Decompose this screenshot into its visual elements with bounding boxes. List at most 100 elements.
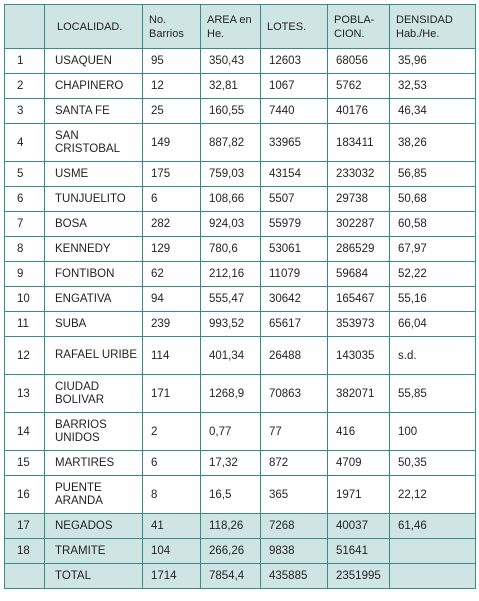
cell-barrios: 8	[142, 475, 201, 514]
cell-index	[4, 563, 45, 589]
cell-lotes: 30642	[260, 286, 328, 312]
cell-barrios: 104	[142, 538, 201, 564]
cell-index: 9	[4, 261, 45, 287]
cell-localidad: TUNJUELITO	[44, 186, 143, 212]
cell-localidad: USME	[44, 161, 143, 187]
cell-localidad: KENNEDY	[44, 236, 143, 262]
cell-barrios: 1714	[142, 563, 201, 589]
cell-area: 16,5	[200, 475, 261, 514]
cell-lotes: 7440	[260, 98, 328, 124]
cell-area: 780,6	[200, 236, 261, 262]
table-row: 9 FONTIBON 62 212,16 11079 59684 52,22	[4, 261, 476, 287]
cell-area: 17,32	[200, 450, 261, 476]
cell-barrios: 94	[142, 286, 201, 312]
cell-poblacion: 4709	[327, 450, 390, 476]
cell-localidad: NEGADOS	[44, 513, 143, 539]
cell-lotes: 11079	[260, 261, 328, 287]
cell-densidad: 38,26	[389, 123, 476, 162]
cell-densidad: 55,85	[389, 374, 476, 413]
cell-densidad: 52,22	[389, 261, 476, 287]
cell-index: 3	[4, 98, 45, 124]
cell-area: 1268,9	[200, 374, 261, 413]
cell-lotes: 77	[260, 412, 328, 451]
cell-area: 160,55	[200, 98, 261, 124]
cell-area: 350,43	[200, 48, 261, 74]
cell-densidad	[389, 538, 476, 564]
cell-lotes: 7268	[260, 513, 328, 539]
table-row: 18 TRAMITE 104 266,26 9838 51641	[4, 538, 476, 564]
cell-localidad: CHAPINERO	[44, 73, 143, 99]
table-body: 1 USAQUEN 95 350,43 12603 68056 35,96 2 CHAPINER…	[4, 48, 476, 589]
cell-index: 12	[4, 336, 45, 375]
table-row: 12 RAFAEL URIBE 114 401,34 26488 143035 s.d.	[4, 336, 476, 375]
cell-barrios: 6	[142, 450, 201, 476]
cell-densidad: 50,68	[389, 186, 476, 212]
cell-densidad: 32,53	[389, 73, 476, 99]
cell-localidad: ENGATIVA	[44, 286, 143, 312]
cell-densidad: s.d.	[389, 336, 476, 375]
header-densidad: DENSIDAD Hab./He.	[389, 4, 476, 49]
cell-lotes: 365	[260, 475, 328, 514]
table-row: 11 SUBA 239 993,52 65617 353973 66,04	[4, 311, 476, 337]
cell-index: 5	[4, 161, 45, 187]
table-row: TOTAL 1714 7854,4 435885 2351995	[4, 563, 476, 589]
cell-area: 7854,4	[200, 563, 261, 589]
cell-index: 17	[4, 513, 45, 539]
cell-area: 32,81	[200, 73, 261, 99]
cell-barrios: 149	[142, 123, 201, 162]
cell-densidad: 46,34	[389, 98, 476, 124]
cell-barrios: 175	[142, 161, 201, 187]
header-index	[4, 4, 45, 49]
cell-area: 924,03	[200, 211, 261, 237]
header-lotes: LOTES.	[260, 4, 328, 49]
cell-barrios: 282	[142, 211, 201, 237]
cell-poblacion: 5762	[327, 73, 390, 99]
cell-localidad: TRAMITE	[44, 538, 143, 564]
table-row: 14 BARRIOS UNIDOS 2 0,77 77 416 100	[4, 412, 476, 451]
cell-densidad: 60,58	[389, 211, 476, 237]
cell-lotes: 70863	[260, 374, 328, 413]
cell-densidad: 100	[389, 412, 476, 451]
cell-lotes: 53061	[260, 236, 328, 262]
cell-poblacion: 68056	[327, 48, 390, 74]
cell-poblacion: 416	[327, 412, 390, 451]
cell-index: 7	[4, 211, 45, 237]
cell-lotes: 872	[260, 450, 328, 476]
cell-localidad: FONTIBON	[44, 261, 143, 287]
cell-lotes: 43154	[260, 161, 328, 187]
cell-lotes: 65617	[260, 311, 328, 337]
cell-area: 887,82	[200, 123, 261, 162]
cell-poblacion: 165467	[327, 286, 390, 312]
table-row: 5 USME 175 759,03 43154 233032 56,85	[4, 161, 476, 187]
cell-densidad: 35,96	[389, 48, 476, 74]
table-row: 7 BOSA 282 924,03 55979 302287 60,58	[4, 211, 476, 237]
cell-densidad: 50,35	[389, 450, 476, 476]
cell-poblacion: 382071	[327, 374, 390, 413]
cell-localidad: CIUDAD BOLIVAR	[44, 374, 143, 413]
cell-index: 2	[4, 73, 45, 99]
table-row: 2 CHAPINERO 12 32,81 1067 5762 32,53	[4, 73, 476, 99]
cell-poblacion: 2351995	[327, 563, 390, 589]
cell-barrios: 41	[142, 513, 201, 539]
cell-index: 11	[4, 311, 45, 337]
header-localidad: LOCALIDAD.	[44, 4, 143, 49]
cell-index: 18	[4, 538, 45, 564]
cell-densidad: 61,46	[389, 513, 476, 539]
cell-index: 14	[4, 412, 45, 451]
cell-barrios: 95	[142, 48, 201, 74]
header-barrios: No. Barrios	[142, 4, 201, 49]
cell-area: 555,47	[200, 286, 261, 312]
cell-index: 10	[4, 286, 45, 312]
cell-poblacion: 1971	[327, 475, 390, 514]
cell-area: 993,52	[200, 311, 261, 337]
localidades-table: LOCALIDAD. No. Barrios AREA en He. LOTES…	[4, 4, 476, 589]
table-row: 15 MARTIRES 6 17,32 872 4709 50,35	[4, 450, 476, 476]
header-area: AREA en He.	[200, 4, 261, 49]
cell-barrios: 12	[142, 73, 201, 99]
cell-barrios: 114	[142, 336, 201, 375]
table-row: 16 PUENTE ARANDA 8 16,5 365 1971 22,12	[4, 475, 476, 514]
cell-poblacion: 59684	[327, 261, 390, 287]
cell-index: 15	[4, 450, 45, 476]
table-row: 17 NEGADOS 41 118,26 7268 40037 61,46	[4, 513, 476, 539]
cell-index: 13	[4, 374, 45, 413]
